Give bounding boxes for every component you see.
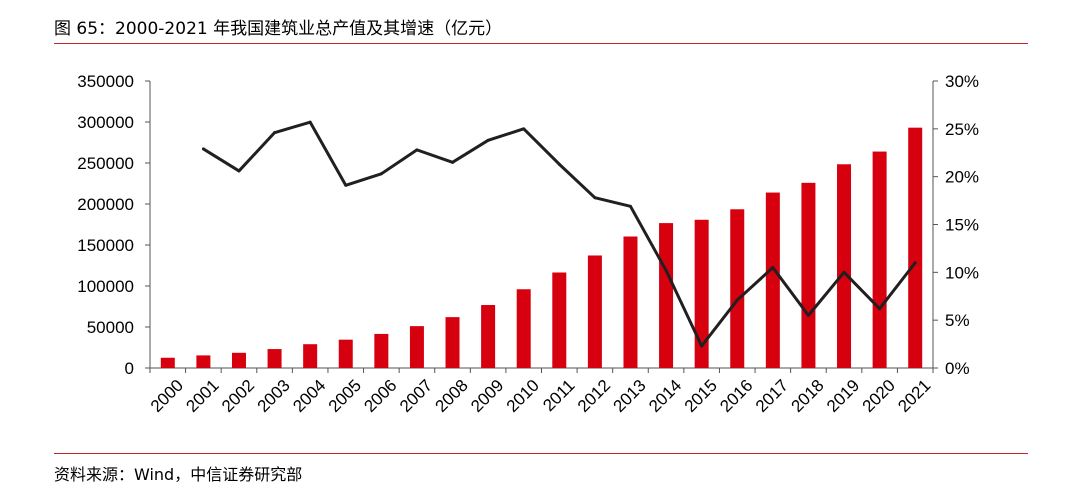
x-tick-label: 2009 <box>467 376 507 416</box>
growth-point <box>735 298 739 302</box>
right-tick-label: 25% <box>945 120 979 139</box>
x-tick-label: 2008 <box>432 376 472 416</box>
chart-axes <box>145 80 938 373</box>
x-tick-label: 2011 <box>539 376 578 415</box>
left-tick-label: 250000 <box>77 154 134 173</box>
bar <box>837 164 852 368</box>
bar <box>338 339 353 368</box>
bar-series <box>160 127 923 368</box>
bar <box>908 127 923 368</box>
bar <box>623 236 638 368</box>
growth-point <box>237 169 241 173</box>
growth-point <box>522 127 526 131</box>
bar <box>303 344 318 368</box>
bar <box>872 151 887 368</box>
bar <box>765 192 780 368</box>
right-tick-label: 5% <box>945 311 970 330</box>
left-tick-label: 100000 <box>77 277 134 296</box>
bar <box>267 349 282 368</box>
left-tick-label: 350000 <box>77 72 134 91</box>
x-tick-label: 2017 <box>752 376 792 416</box>
line-series <box>201 120 917 348</box>
x-tick-label: 2003 <box>254 376 294 416</box>
growth-point <box>842 270 846 274</box>
bar <box>196 355 211 368</box>
left-tick-label: 200000 <box>77 195 134 214</box>
x-tick-label: 2013 <box>610 376 650 416</box>
growth-point <box>201 147 205 151</box>
bar <box>552 272 567 368</box>
growth-point <box>913 261 917 265</box>
right-tick-label: 20% <box>945 168 979 187</box>
bar <box>730 209 745 368</box>
bar <box>659 223 674 368</box>
growth-point <box>486 138 490 142</box>
bar <box>374 333 389 368</box>
bar <box>160 357 175 368</box>
bar <box>409 326 424 368</box>
growth-point <box>664 268 668 272</box>
left-tick-label: 0 <box>125 359 134 378</box>
left-tick-label: 150000 <box>77 236 134 255</box>
x-tick-label: 2015 <box>681 376 721 416</box>
x-tick-label: 2014 <box>645 376 685 416</box>
bar <box>231 352 246 368</box>
x-tick-label: 2016 <box>716 376 756 416</box>
bar <box>801 182 816 368</box>
chart-title: 图 65：2000-2021 年我国建筑业总产值及其增速（亿元） <box>54 19 503 39</box>
x-tick-label: 2001 <box>182 376 222 416</box>
growth-point <box>451 160 455 164</box>
x-tick-label: 2005 <box>325 376 365 416</box>
growth-point <box>308 120 312 124</box>
bar <box>587 255 602 368</box>
x-tick-label: 2019 <box>823 376 863 416</box>
growth-point <box>593 196 597 200</box>
growth-point <box>344 183 348 187</box>
x-tick-label: 2021 <box>894 376 934 416</box>
x-tick-label: 2006 <box>360 376 400 416</box>
source-divider <box>54 453 1028 454</box>
right-tick-label: 10% <box>945 263 979 282</box>
growth-point <box>700 344 704 348</box>
x-tick-label: 2012 <box>574 376 614 416</box>
growth-point <box>379 172 383 176</box>
x-tick-label: 2007 <box>396 376 436 416</box>
growth-point <box>628 204 632 208</box>
right-tick-label: 30% <box>945 72 979 91</box>
x-tick-label: 2002 <box>218 376 258 416</box>
right-tick-label: 0% <box>945 359 970 378</box>
x-tick-label: 2020 <box>859 376 899 416</box>
bar <box>481 305 496 368</box>
x-tick-label: 2018 <box>787 376 827 416</box>
bar <box>516 289 531 368</box>
growth-point <box>557 162 561 166</box>
right-tick-label: 15% <box>945 216 979 235</box>
growth-point <box>806 313 810 317</box>
growth-point <box>415 148 419 152</box>
left-tick-label: 50000 <box>87 318 134 337</box>
growth-point <box>273 131 277 135</box>
left-tick-label: 300000 <box>77 113 134 132</box>
x-tick-label: 2000 <box>147 376 187 416</box>
growth-point <box>771 266 775 270</box>
x-tick-label: 2010 <box>503 376 543 416</box>
bar <box>445 317 460 368</box>
x-tick-label: 2004 <box>289 376 329 416</box>
title-divider <box>54 43 1028 44</box>
growth-point <box>878 307 882 311</box>
bar <box>694 219 709 368</box>
source-note: 资料来源：Wind，中信证券研究部 <box>54 465 303 484</box>
